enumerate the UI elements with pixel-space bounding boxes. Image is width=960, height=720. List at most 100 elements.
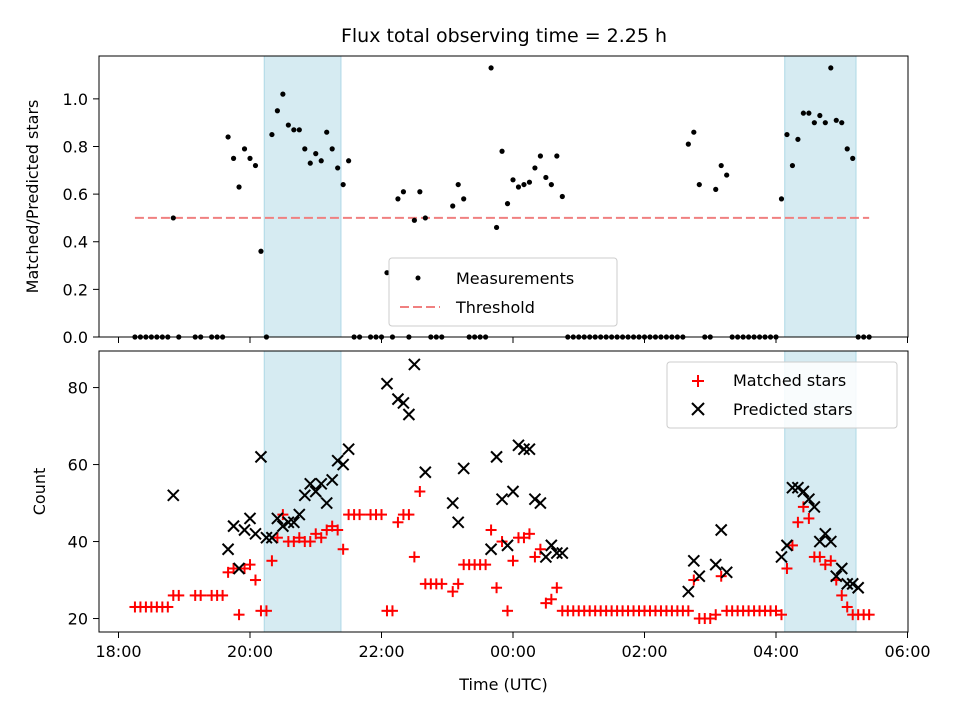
legend-label-matched: Matched stars (733, 371, 846, 390)
matched-star-point (863, 609, 875, 621)
measurement-point (817, 112, 823, 119)
matched-star-point (376, 509, 387, 521)
predicted-star-point (534, 496, 547, 510)
top-panel: 0.0 0.2 0.4 0.6 0.8 1.0 Matched/Predicted sta… (23, 55, 909, 347)
matched-star-point (797, 501, 809, 513)
matched-star-point (841, 601, 853, 613)
predicted-star-point (408, 358, 421, 371)
matched-star-point (408, 551, 420, 563)
measurement-point (543, 174, 549, 181)
matched-star-point (414, 486, 426, 497)
predicted-star-point (243, 512, 257, 525)
measurement-point (789, 162, 796, 169)
measurement-point (258, 248, 264, 254)
measurement-point (833, 117, 839, 123)
matched-star-point (447, 586, 459, 598)
measurement-point (313, 151, 319, 157)
predicted-star-point (320, 496, 333, 510)
predicted-star-point (709, 558, 722, 571)
matched-star-point (249, 574, 261, 586)
matched-star-point (545, 593, 557, 605)
measurement-point (532, 165, 538, 171)
measurement-point (280, 91, 286, 97)
predicted-star-point (446, 496, 459, 510)
measurement-point (784, 131, 790, 138)
matched-star-point (354, 509, 366, 521)
y-tick-label: 1.0 (63, 90, 88, 109)
predicted-star-point (835, 562, 848, 575)
predicted-star-point (512, 439, 525, 452)
legend-marker-predicted (691, 402, 705, 416)
predicted-star-point (293, 508, 306, 521)
predicted-star-point (517, 442, 531, 456)
legend-label-threshold: Threshold (455, 298, 535, 317)
measurement-point (499, 148, 505, 154)
matched-star-point (825, 555, 837, 567)
predicted-star-point (715, 523, 728, 537)
predicted-star-point (282, 516, 295, 529)
predicted-star-point (824, 535, 837, 548)
predicted-star-point (780, 539, 794, 552)
predicted-star-point (687, 554, 701, 567)
predicted-star-point (720, 566, 733, 579)
predicted-star-point (402, 408, 416, 421)
x-axis-label: Time (UTC) (458, 675, 547, 694)
measurement-point (252, 162, 259, 169)
measurement-point (411, 217, 417, 223)
x-tick-label: 20:00 (227, 642, 273, 661)
measurement-point (274, 108, 280, 114)
predicted-star-point (298, 489, 311, 502)
predicted-star-point (775, 550, 788, 564)
legend-label-measurements: Measurements (456, 269, 574, 288)
measurement-point (450, 203, 456, 209)
legend-marker-matched (692, 375, 704, 387)
predicted-star-point (397, 396, 410, 410)
measurement-point (537, 153, 543, 159)
predicted-star-point (232, 562, 246, 575)
matched-star-point (496, 536, 508, 548)
top-y-ticks: 0.0 0.2 0.4 0.6 0.8 1.0 (63, 90, 99, 347)
measurement-point (548, 181, 554, 188)
measurement-point (526, 179, 533, 185)
predicted-star-point (846, 577, 859, 591)
measurement-point (559, 193, 565, 200)
measurement-point (724, 172, 730, 178)
predicted-star-point (309, 485, 322, 498)
measurement-point (554, 153, 560, 159)
matched-star-point (551, 582, 563, 594)
measurement-point (822, 120, 828, 126)
matched-star-point (452, 578, 464, 590)
measurement-point (685, 141, 691, 147)
predicted-star-point (336, 458, 350, 471)
measurement-point (247, 155, 253, 161)
predicted-star-point (495, 492, 509, 506)
predicted-star-points (167, 358, 865, 598)
matched-star-point (233, 609, 245, 621)
predicted-star-point (797, 485, 810, 498)
predicted-star-point (221, 543, 235, 556)
matched-star-point (195, 589, 207, 601)
matched-star-point (228, 562, 240, 574)
measurement-point (691, 129, 697, 135)
matched-star-point (715, 570, 727, 582)
measurement-point (241, 146, 248, 152)
matched-star-point (392, 516, 404, 528)
matched-star-point (266, 555, 278, 567)
matched-star-point (814, 551, 826, 563)
measurement-point (400, 189, 407, 195)
measurement-point (422, 215, 428, 221)
predicted-star-point (391, 392, 405, 406)
measurement-point (806, 110, 812, 116)
bottom-legend: Matched stars Predicted stars (666, 361, 898, 429)
measurement-point (225, 134, 231, 140)
measurement-point (811, 120, 817, 126)
matched-star-point (710, 609, 722, 621)
x-tick-label: 22:00 (358, 642, 404, 661)
bottom-panel: 18:00 20:00 22:00 00:00 02:00 04:00 06:00 20 40… (30, 350, 931, 694)
measurement-point (340, 181, 346, 188)
measurement-point (696, 181, 702, 188)
measurement-point (329, 146, 335, 152)
measurement-point (795, 136, 801, 142)
predicted-star-point (227, 519, 240, 533)
